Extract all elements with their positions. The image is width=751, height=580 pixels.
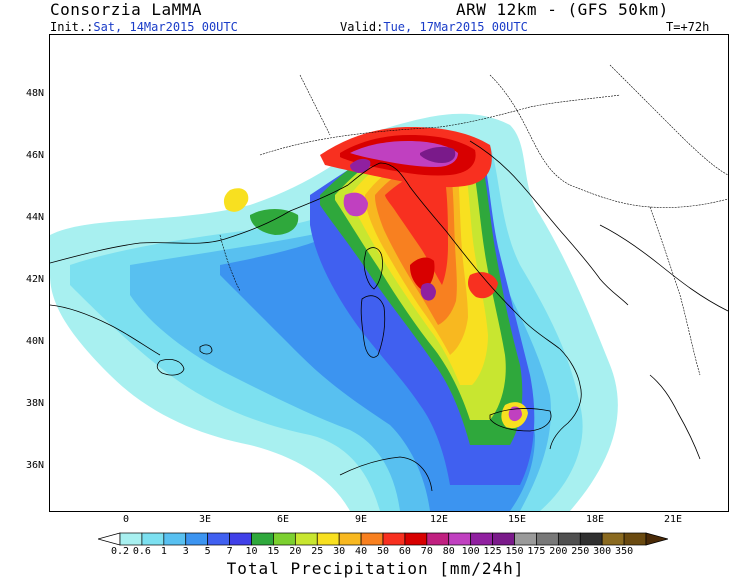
lat-label-36n: 36N xyxy=(26,460,45,471)
lat-label-48n: 48N xyxy=(26,88,45,99)
colorbar-tick-label: 3 xyxy=(182,546,189,557)
colorbar-tick-label: 5 xyxy=(204,546,211,557)
colorbar-tick-label: 50 xyxy=(376,546,390,557)
precip-layer-heavy xyxy=(223,127,528,429)
init-value: Sat, 14Mar2015 00UTC xyxy=(93,20,238,34)
colorbar-tick-label: 60 xyxy=(398,546,411,557)
colorbar-tick-label: 15 xyxy=(267,546,280,557)
lon-label-21e: 21E xyxy=(663,514,683,525)
lon-label-0: 0 xyxy=(122,514,130,525)
colorbar-cell xyxy=(623,532,647,546)
colorbar-tick-label: 0.2 xyxy=(110,546,130,557)
colorbar-cell xyxy=(492,532,515,546)
colorbar-low-triangle xyxy=(98,532,121,546)
colorbar-cell xyxy=(273,532,296,546)
colorbar-cell xyxy=(316,532,340,546)
lat-label-42n: 42N xyxy=(26,274,45,285)
colorbar-cell xyxy=(185,532,209,546)
lead-time: T=+72h xyxy=(666,20,710,34)
colorbar-title: Total Precipitation [mm/24h] xyxy=(226,559,525,578)
colorbar-cell xyxy=(251,532,274,546)
colorbar-cell xyxy=(163,532,187,546)
lat-label-38n: 38N xyxy=(26,398,45,409)
colorbar-tick-label: 40 xyxy=(355,546,368,557)
lon-label-12e: 12E xyxy=(429,514,449,525)
colorbar-cells xyxy=(98,532,668,546)
colorbar-tick-label: 350 xyxy=(615,546,634,557)
colorbar-tick-label: 150 xyxy=(505,546,524,557)
colorbar-tick-label: 200 xyxy=(549,546,568,557)
precip-layer-light xyxy=(50,113,618,511)
lon-label-3e: 3E xyxy=(198,514,212,525)
colorbar-cell xyxy=(470,532,493,546)
colorbar-tick-label: 10 xyxy=(245,546,258,557)
map-canvas xyxy=(50,64,728,511)
colorbar-cell xyxy=(601,532,625,546)
lat-label-46n: 46N xyxy=(26,150,45,161)
colorbar-tick-label: 250 xyxy=(571,546,590,557)
colorbar-cell xyxy=(119,532,143,546)
colorbar-cell xyxy=(207,532,230,546)
colorbar-cell xyxy=(229,532,252,546)
colorbar-tick-label: 80 xyxy=(442,546,455,557)
colorbar-tick-label: 25 xyxy=(311,546,324,557)
colorbar-tick-label: 7 xyxy=(226,546,233,557)
valid-label: Valid: xyxy=(340,20,384,34)
lon-label-9e: 9E xyxy=(354,514,368,525)
colorbar-cell xyxy=(141,532,165,546)
colorbar-tick-label: 125 xyxy=(483,546,502,557)
colorbar-cell xyxy=(360,532,384,546)
colorbar-cell xyxy=(514,532,537,546)
lon-label-18e: 18E xyxy=(585,514,605,525)
colorbar-cell xyxy=(426,532,450,546)
lat-label-40n: 40N xyxy=(26,336,45,347)
init-line: Init.:Sat, 14Mar2015 00UTC xyxy=(50,20,238,34)
colorbar-cell xyxy=(448,532,472,546)
colorbar-high-triangle xyxy=(645,532,668,546)
init-label: Init.: xyxy=(50,20,94,34)
lon-label-15e: 15E xyxy=(507,514,527,525)
colorbar-tick-label: 1 xyxy=(160,546,167,557)
lon-label-6e: 6E xyxy=(276,514,290,525)
precip-layer-mid xyxy=(320,131,523,445)
colorbar-cell xyxy=(557,532,581,546)
colorbar-tick-label: 20 xyxy=(289,546,302,557)
colorbar-cell xyxy=(404,532,428,546)
colorbar-cell xyxy=(338,532,362,546)
precipitation-colorbar xyxy=(98,532,668,546)
colorbar-tick-label: 30 xyxy=(333,546,346,557)
org-title: Consorzia LaMMA xyxy=(50,0,202,19)
precipitation-map xyxy=(49,34,729,512)
colorbar-cell xyxy=(579,532,603,546)
lat-label-44n: 44N xyxy=(26,212,45,223)
country-borders xyxy=(219,64,728,376)
valid-value: Tue, 17Mar2015 00UTC xyxy=(383,20,528,34)
colorbar-cell xyxy=(536,532,559,546)
valid-line: Valid:Tue, 17Mar2015 00UTC xyxy=(340,20,528,34)
colorbar-tick-label: 0.6 xyxy=(132,546,151,557)
colorbar-cell xyxy=(382,532,406,546)
colorbar-cell xyxy=(294,532,318,546)
colorbar-tick-label: 100 xyxy=(461,546,480,557)
model-title: ARW 12km - (GFS 50km) xyxy=(456,0,669,19)
colorbar-tick-label: 300 xyxy=(593,546,612,557)
colorbar-tick-label: 70 xyxy=(420,546,433,557)
colorbar-tick-label: 175 xyxy=(527,546,546,557)
coastlines xyxy=(50,140,728,492)
